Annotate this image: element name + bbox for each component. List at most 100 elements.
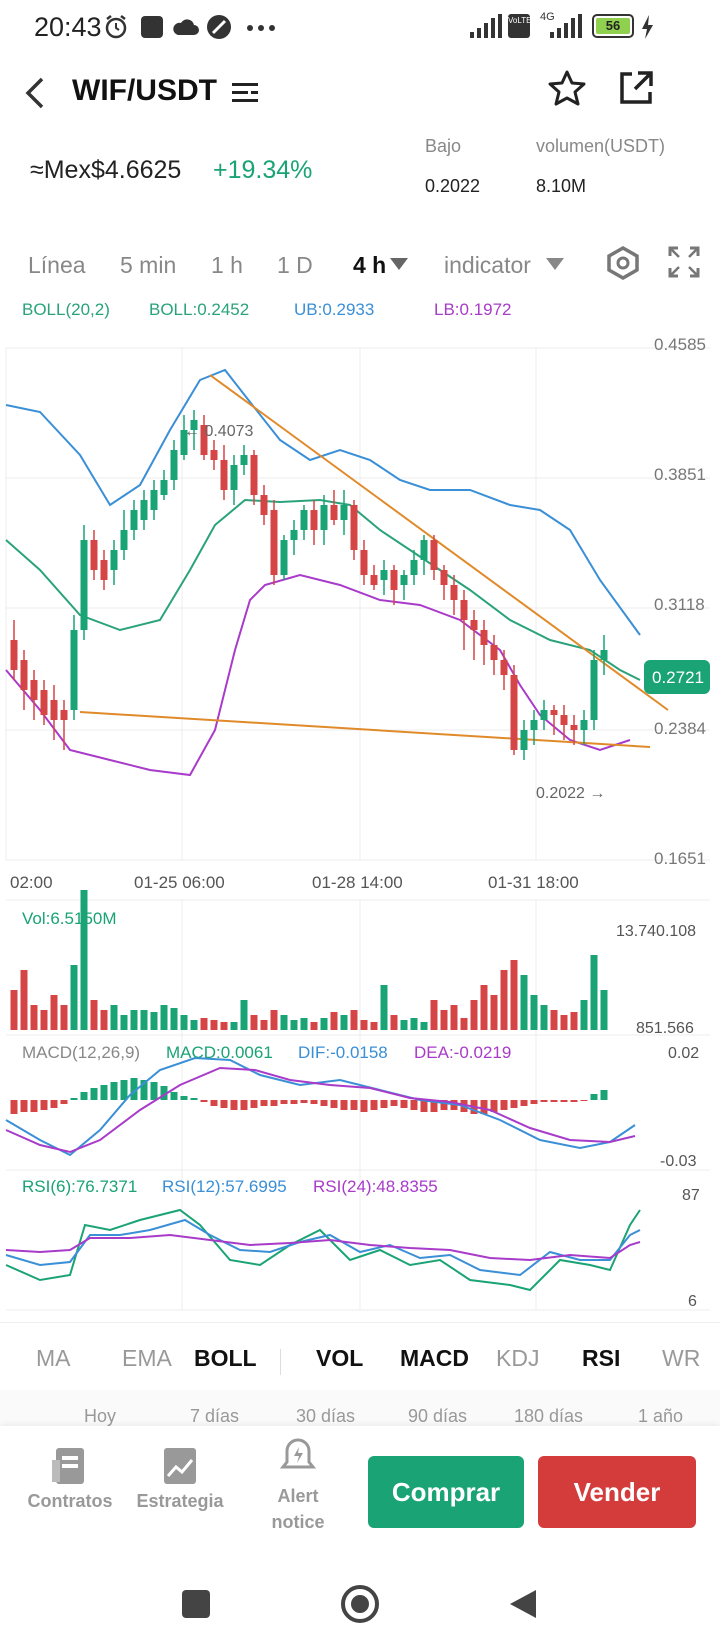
volume-bar [380, 985, 388, 1030]
indicator-tab-kdj[interactable]: KDJ [496, 1345, 540, 1371]
price-block: ≈Mex$4.6625 +19.34% Bajo 0.2022 volumen(… [0, 136, 720, 220]
rsi6-line [5, 1208, 641, 1292]
range-1y[interactable]: 1 año [638, 1406, 684, 1426]
tab-4h[interactable]: 4 h [353, 252, 387, 278]
macd-bar [230, 1100, 238, 1110]
macd-bar [570, 1100, 578, 1102]
strategy-icon [164, 1448, 196, 1484]
macd-bar [250, 1100, 258, 1108]
macd-bar [590, 1094, 598, 1100]
indicator-tab-boll[interactable]: BOLL [194, 1345, 257, 1371]
candle-body [300, 510, 308, 530]
volume-bar [100, 1010, 108, 1030]
high-marker: ← 0.4073 [184, 423, 253, 440]
indicator-tab-ma[interactable]: MA [36, 1345, 71, 1371]
macd-bar [120, 1080, 128, 1100]
rsi-bottom: 6 [688, 1293, 697, 1310]
boll-value: BOLL:0.2452 [149, 300, 250, 319]
macd-bar [60, 1100, 68, 1104]
tab-1d[interactable]: 1 D [277, 252, 313, 278]
range-7d[interactable]: 7 días [190, 1406, 240, 1426]
recent-apps-icon[interactable] [182, 1590, 210, 1618]
tab-5min[interactable]: 5 min [120, 252, 177, 278]
volume-bar [260, 1020, 268, 1030]
range-180d[interactable]: 180 días [514, 1406, 584, 1426]
candle-body [180, 430, 188, 455]
volume-bar [570, 1012, 578, 1030]
volume-bar [60, 1005, 68, 1030]
sell-button[interactable]: Vender [538, 1456, 696, 1528]
pair-list-icon[interactable] [232, 82, 258, 104]
macd-bar [90, 1088, 98, 1100]
tab-1h[interactable]: 1 h [211, 252, 243, 278]
macd-bar [330, 1100, 338, 1108]
axis-price-0: 0.4585 [654, 335, 706, 354]
indicator-tab-macd[interactable]: MACD [400, 1345, 469, 1371]
candle-body [480, 630, 488, 645]
pair-title[interactable]: WIF/USDT [72, 74, 217, 107]
axis-time-3: 01-31 18:00 [488, 873, 579, 892]
nav-contratos[interactable]: Contratos [20, 1446, 120, 1512]
volume-bar [180, 1015, 188, 1030]
candle-body [460, 600, 468, 620]
back-arrow-icon[interactable] [24, 76, 46, 110]
settings-hexagon-icon[interactable] [606, 246, 640, 280]
range-today[interactable]: Hoy [84, 1406, 117, 1426]
share-external-icon[interactable] [618, 70, 654, 106]
price-change: +19.34% [213, 156, 313, 184]
macd-bar [50, 1100, 58, 1108]
volume-bar [480, 985, 488, 1030]
current-price-tag: 0.2721 [652, 668, 704, 687]
candle-body [230, 465, 238, 490]
volume-bar [280, 1015, 288, 1030]
boll-name: BOLL(20,2) [22, 300, 110, 319]
macd-bar [240, 1100, 248, 1110]
macd-bar [20, 1100, 28, 1112]
tab-indicator[interactable]: indicator [444, 252, 531, 278]
boll-lower-band [5, 573, 631, 777]
axis-price-1: 0.3851 [654, 465, 706, 484]
candle-body [40, 690, 48, 715]
macd-bar [490, 1100, 498, 1112]
macd-name: MACD(12,26,9) [22, 1043, 140, 1062]
tab-line[interactable]: Línea [28, 252, 86, 278]
range-90d[interactable]: 90 días [408, 1406, 468, 1426]
chart-area[interactable]: 0.4585 0.3851 0.3118 0.2384 0.1651 0.272… [0, 330, 720, 1330]
star-icon[interactable] [548, 70, 586, 106]
indicator-tab-ema[interactable]: EMA [122, 1345, 172, 1371]
volume-min: 851.566 [636, 1020, 694, 1037]
back-icon[interactable] [508, 1588, 538, 1620]
macd-bar [110, 1082, 118, 1100]
candle-body [530, 720, 538, 730]
low-value: 0.2022 [425, 176, 481, 196]
indicator-caret-icon[interactable] [546, 258, 564, 270]
nav-alert-notice[interactable]: Alert notice [248, 1436, 348, 1535]
compass-icon [207, 15, 231, 39]
buy-button[interactable]: Comprar [368, 1456, 524, 1528]
ub-value: UB:0.2933 [294, 300, 375, 319]
volume-bar [90, 1000, 98, 1030]
axis-time-2: 01-28 14:00 [312, 873, 403, 892]
candle-body [410, 560, 418, 575]
app-square-icon [141, 16, 163, 38]
home-icon[interactable] [340, 1584, 380, 1624]
range-30d[interactable]: 30 días [296, 1406, 356, 1426]
fullscreen-icon[interactable] [668, 246, 700, 278]
trendline-resistance [209, 374, 669, 711]
tab-4h-caret-icon[interactable] [390, 258, 408, 270]
indicator-tab-rsi[interactable]: RSI [582, 1345, 621, 1371]
macd-bar [210, 1100, 218, 1106]
candle-body [260, 495, 268, 515]
volume-bar [590, 955, 598, 1030]
volume-bar [460, 1018, 468, 1030]
nav-estrategia[interactable]: Estrategia [130, 1446, 230, 1512]
trendline-support [79, 711, 651, 748]
macd-bar [190, 1098, 198, 1100]
volume-bar [250, 1015, 258, 1030]
macd-bar [510, 1100, 518, 1108]
macd-bar [390, 1100, 398, 1106]
volume-bar [240, 1000, 248, 1030]
indicator-tab-wr[interactable]: WR [662, 1345, 701, 1371]
indicator-tab-vol[interactable]: VOL [316, 1345, 364, 1371]
macd-bar [280, 1100, 288, 1104]
